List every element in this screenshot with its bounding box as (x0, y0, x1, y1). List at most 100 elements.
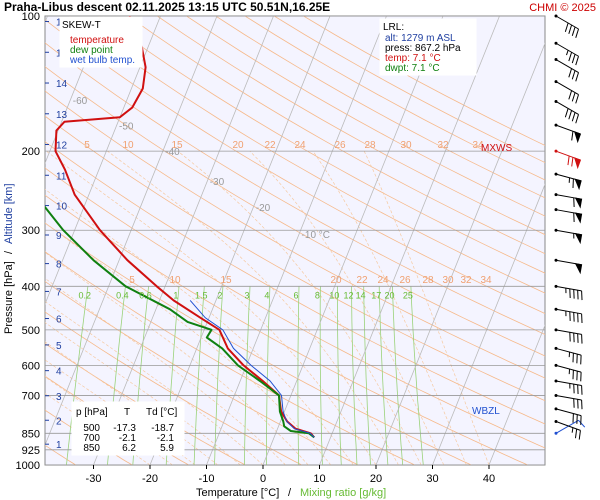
wind-barb-dot (554, 431, 558, 435)
x-axis-label: Temperature [°C] (196, 487, 279, 499)
mixing-ratio-label: 17 (371, 290, 381, 300)
theta-label: 22 (264, 140, 276, 151)
x-tick-label: -10 (199, 473, 215, 485)
dry-adiabat (98, 16, 545, 274)
wind-barb (554, 58, 579, 82)
wind-barb-staff (555, 15, 579, 30)
wind-barb (554, 258, 583, 275)
table-header-td: Td [°C] (146, 407, 177, 418)
data-table: p [hPa] T Td [°C] 500 -17.3 -18.7 700 -2… (71, 401, 185, 456)
legend-title: SKEW-T (62, 20, 101, 31)
wind-barb-pennant (574, 131, 582, 144)
moist-adiabat (177, 150, 422, 465)
theta-label: 26 (334, 140, 346, 151)
plot-area (44, 15, 546, 466)
wind-barb (554, 14, 579, 38)
mixing-ratio-label: 14 (356, 290, 366, 300)
mixing-ratio-label: 8 (315, 290, 320, 300)
x-tick-label: -30 (86, 473, 102, 485)
wind-barb-dot (554, 393, 558, 397)
wind-barb-dot (554, 193, 558, 197)
wind-barb-flag (571, 131, 574, 141)
wind-barb-dot (554, 328, 558, 332)
table-cell: 850 (83, 443, 100, 454)
altitude-tick-label: 12 (56, 141, 68, 152)
theta-label: 20 (232, 140, 244, 151)
isotherm-label: -20 (256, 203, 271, 214)
lrl-temp: temp: 7.1 °C (385, 53, 441, 64)
table-cell: 700 (83, 433, 100, 444)
wind-barb-flag (575, 72, 579, 82)
altitude-tick-label: 6 (56, 315, 62, 326)
wind-barb-staff (555, 347, 582, 356)
moist-adiabat (45, 222, 332, 465)
altitude-tick-label: 3 (56, 392, 62, 403)
wind-barb (554, 363, 582, 382)
wind-barb-staff (555, 101, 579, 115)
wind-barb-dot (554, 80, 558, 84)
altitude-tick-label: 9 (56, 231, 62, 242)
dry-adiabat (156, 16, 545, 236)
pressure-tick-label: 400 (22, 281, 40, 293)
altitude-tick-label: 11 (56, 171, 67, 182)
mixing-ratio-label: 6 (293, 290, 298, 300)
wind-barb (554, 393, 583, 410)
x-tick-label: -20 (142, 473, 158, 485)
theta-label: 10 (122, 140, 134, 151)
wind-barb-staff (555, 364, 582, 373)
wind-barb-dot (554, 419, 558, 423)
mixing-ratio-label: 25 (403, 290, 413, 300)
wind-barb (554, 228, 583, 245)
wind-barb-dot (554, 379, 558, 383)
wind-barb-staff (555, 329, 582, 335)
wind-barb-flag (568, 24, 573, 34)
altitude-tick-label: 14 (56, 79, 68, 90)
theta-label: 34 (480, 275, 492, 286)
pressure-tick-label: 1000 (16, 460, 40, 472)
wind-barb-flag (571, 92, 576, 102)
lrl-box: LRL: alt: 1279 m ASL press: 867.2 hPa te… (379, 18, 477, 76)
mixing-ratio-label: 1.5 (195, 290, 208, 300)
wind-barb-dot (554, 58, 558, 62)
theta-label: 24 (377, 275, 389, 286)
theta-label: 30 (442, 275, 454, 286)
table-cell: -2.1 (157, 433, 175, 444)
mixing-ratio-label: 20 (384, 290, 394, 300)
y-axis-separator: / (3, 250, 15, 254)
wind-barb-staff (555, 380, 582, 387)
wind-barb-staff (555, 308, 582, 315)
pressure-tick-label: 100 (22, 11, 40, 23)
wind-barb-flag (571, 26, 576, 36)
wind-barb-pennant (574, 157, 582, 170)
mixing-ratio-label: 0.4 (116, 290, 129, 300)
moist-adiabat (46, 150, 377, 465)
wind-barb-pennant (574, 212, 583, 224)
table-cell: -2.1 (119, 433, 137, 444)
theta-label: 28 (422, 275, 434, 286)
isotherm (319, 16, 500, 465)
wind-barb-dot (554, 407, 558, 411)
wind-barb-half-flag (566, 50, 569, 56)
pressure-tick-label: 300 (22, 225, 40, 237)
table-cell: -17.3 (113, 423, 136, 434)
altitude-tick-label: 1 (56, 440, 62, 451)
wind-barb (554, 284, 583, 301)
x-tick-label: 20 (370, 473, 382, 485)
theta-label: 15 (220, 275, 232, 286)
wind-barb-dot (554, 228, 558, 232)
wind-barb-flag (568, 68, 573, 78)
wind-barb-flag (564, 108, 569, 118)
chart-title: Praha-Libus descent 02.11.2025 13:15 UTC… (4, 0, 330, 14)
wind-barb-dot (554, 14, 558, 18)
theta-label: 24 (294, 140, 306, 151)
wind-barb-flag (567, 155, 570, 166)
wind-barbs (554, 14, 586, 440)
wbzl-label: WBZL (472, 406, 500, 417)
isotherm-label: -60 (73, 96, 88, 107)
wind-barb-flag (574, 428, 578, 439)
wind-barb-staff (555, 285, 582, 292)
isotherm-label: -40 (165, 147, 180, 158)
pressure-tick-label: 925 (22, 445, 40, 457)
wind-barb-dot (554, 99, 558, 103)
